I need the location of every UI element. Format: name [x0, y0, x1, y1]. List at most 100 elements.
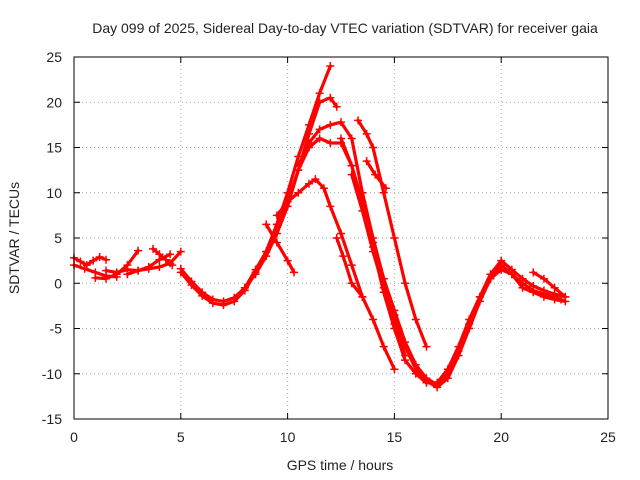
data-point	[219, 300, 228, 309]
data-point	[123, 270, 132, 279]
y-tick-label: 5	[54, 230, 62, 246]
series-line	[296, 120, 563, 385]
data-point	[507, 270, 516, 279]
data-point	[144, 262, 153, 271]
data-point	[347, 170, 356, 179]
series-line	[531, 270, 567, 299]
series-line	[264, 222, 296, 274]
data-point	[251, 265, 260, 274]
data-point	[187, 281, 196, 290]
data-point	[358, 292, 367, 301]
data-point	[155, 250, 164, 259]
series-arc-dip-1	[337, 134, 570, 389]
series-arc-fall-short-3	[262, 220, 299, 277]
series-line	[335, 236, 364, 299]
y-tick-label: -15	[42, 411, 62, 427]
data-point	[319, 184, 328, 193]
data-point	[326, 120, 335, 129]
data-point	[89, 256, 98, 265]
data-point	[283, 256, 292, 265]
series-line	[350, 173, 407, 358]
y-tick-label: 0	[54, 275, 62, 291]
data-point	[102, 274, 111, 283]
data-point	[332, 102, 341, 111]
data-point	[369, 143, 378, 152]
series-arc-fall-short-1	[362, 157, 390, 193]
data-point	[379, 342, 388, 351]
series-arc-late-1	[529, 268, 570, 301]
data-point	[76, 257, 85, 266]
series-layer	[70, 62, 570, 392]
data-point	[337, 229, 345, 238]
x-tick-label: 0	[70, 429, 78, 445]
data-point	[240, 283, 249, 292]
data-point	[381, 184, 390, 193]
data-point	[529, 268, 538, 277]
x-tick-label: 10	[280, 429, 296, 445]
y-tick-label: 20	[46, 94, 62, 110]
data-point	[315, 89, 324, 98]
axis-ticks: 0 5 10 15 20 25 -15 -10 -5 0 5 10 15 20 25	[42, 49, 616, 445]
x-axis-label: GPS time / hours	[287, 457, 394, 473]
series-arc-early-3	[91, 246, 143, 283]
data-point	[198, 291, 207, 300]
series-line	[356, 118, 428, 349]
data-point	[304, 138, 313, 147]
x-tick-label: 20	[493, 429, 509, 445]
series-arc-early-6	[149, 244, 177, 270]
data-point	[475, 297, 484, 306]
series-arc-fall-short-2	[332, 234, 367, 301]
data-point	[149, 244, 158, 253]
data-point	[422, 342, 431, 351]
data-point	[390, 234, 399, 242]
data-point	[561, 292, 570, 301]
series-trough-1	[176, 93, 341, 306]
data-point	[371, 170, 380, 179]
data-point	[176, 247, 185, 256]
data-point	[465, 324, 474, 333]
chart-title: Day 099 of 2025, Sidereal Day-to-day VTE…	[92, 20, 598, 36]
data-point	[272, 238, 281, 247]
data-point	[347, 134, 356, 143]
data-point	[102, 255, 111, 264]
data-point	[529, 288, 538, 297]
data-point	[411, 315, 420, 324]
y-axis-label: SDTVAR / TECUs	[6, 182, 22, 294]
data-point	[315, 125, 324, 134]
data-point	[401, 351, 410, 360]
data-point	[486, 274, 495, 283]
data-point	[155, 262, 164, 271]
data-point	[166, 250, 175, 259]
data-point	[168, 261, 177, 270]
data-point	[518, 283, 527, 292]
data-point	[411, 365, 420, 374]
data-point	[102, 266, 111, 275]
data-point	[262, 247, 271, 256]
data-point	[176, 268, 185, 277]
x-tick-label: 5	[177, 429, 185, 445]
data-point	[272, 211, 281, 220]
data-point	[362, 157, 371, 166]
data-point	[134, 246, 143, 255]
data-point	[161, 255, 170, 264]
data-point	[326, 62, 335, 71]
y-tick-label: 15	[46, 140, 62, 156]
data-point	[326, 93, 335, 102]
data-point	[539, 274, 548, 283]
x-tick-label: 25	[600, 429, 616, 445]
data-point	[337, 118, 345, 127]
series-arc-peak-16	[240, 134, 356, 292]
data-point	[272, 220, 281, 229]
series-line	[151, 247, 174, 267]
data-point	[294, 161, 303, 170]
data-point	[443, 374, 452, 383]
data-point	[283, 197, 292, 206]
data-point	[433, 383, 442, 392]
data-point	[358, 206, 367, 215]
data-point	[95, 253, 104, 262]
y-tick-label: -5	[50, 321, 63, 337]
data-point	[315, 134, 324, 143]
data-point	[230, 297, 239, 306]
data-point	[539, 292, 548, 301]
